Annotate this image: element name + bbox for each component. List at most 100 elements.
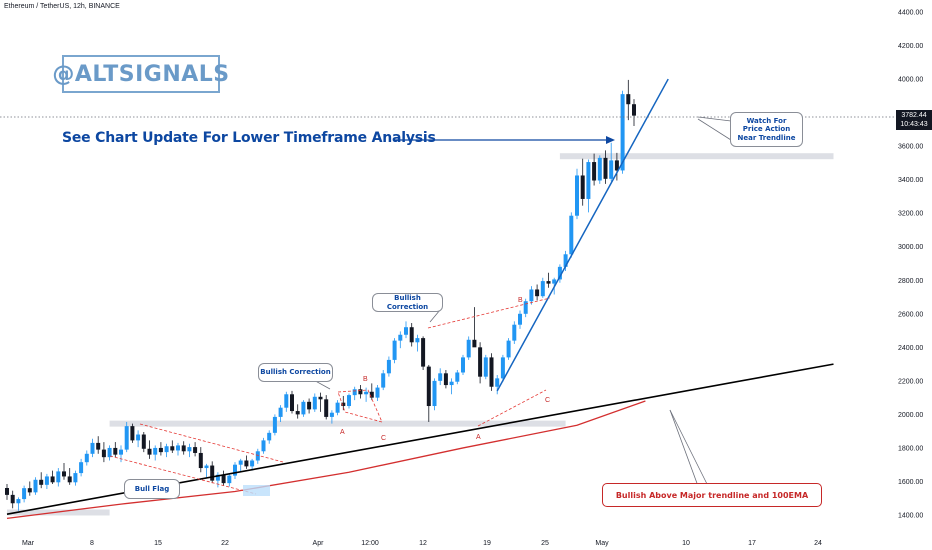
correction-1-point-b: B	[363, 376, 368, 383]
candle	[421, 336, 426, 370]
candle	[187, 443, 192, 458]
candle	[33, 477, 38, 495]
candle-body	[369, 391, 374, 398]
time-tick-label: 17	[748, 540, 756, 547]
candle	[221, 470, 226, 486]
headline-arrow	[395, 136, 615, 144]
candle	[580, 158, 585, 206]
candle-body	[250, 460, 255, 467]
candle-body	[421, 338, 426, 367]
candle-body	[500, 357, 505, 379]
bullish-above-callout: Bullish Above Major trendline and 100EMA	[602, 483, 822, 507]
time-tick-label: 22	[221, 540, 229, 547]
candle-body	[426, 366, 431, 407]
candle-body	[540, 281, 545, 297]
candle-body	[267, 432, 272, 441]
candle	[272, 414, 277, 436]
candle	[569, 212, 574, 258]
candle-body	[221, 474, 226, 484]
candle-body	[101, 449, 106, 458]
candle	[426, 364, 431, 422]
watermark-text: @ALTSIGNALS	[52, 61, 230, 87]
candle	[614, 152, 619, 181]
candle	[375, 385, 380, 401]
candle	[84, 450, 89, 466]
candle	[301, 400, 306, 417]
candle-body	[176, 445, 180, 451]
candle-body	[233, 464, 237, 476]
candle	[147, 440, 152, 459]
candle-body	[193, 447, 198, 453]
correction-2-point-b: B	[518, 297, 523, 304]
candle-body	[141, 434, 146, 449]
price-axis[interactable]: 1400.00 1600.00 1800.00 2000.00 2200.00 2400.…	[898, 10, 923, 520]
time-tick-label: 25	[541, 540, 549, 547]
time-tick-label: 10	[682, 540, 690, 547]
symbol-title: Ethereum / TetherUS, 12h, BINANCE	[4, 3, 120, 10]
candle	[250, 458, 255, 471]
candle-body	[153, 447, 158, 455]
candle	[603, 150, 608, 184]
candle	[455, 369, 460, 385]
price-tick-label: 3600.00	[898, 144, 923, 151]
candle	[472, 307, 477, 348]
candle	[198, 447, 203, 473]
candle-body	[529, 289, 534, 302]
candle	[210, 461, 215, 484]
candle	[244, 455, 249, 469]
candle-body	[381, 373, 386, 388]
time-axis[interactable]: Mar 8 15 22 Apr 12:00 12 19 25 May 10 17 24	[22, 540, 822, 547]
price-tick-label: 2600.00	[898, 311, 923, 318]
candle-body	[295, 411, 300, 415]
candle	[255, 448, 260, 464]
candle-body	[244, 460, 249, 467]
candle	[518, 310, 522, 329]
candle-body	[73, 473, 78, 483]
candle	[318, 392, 323, 412]
candle-body	[386, 359, 391, 374]
candle-body	[329, 412, 334, 417]
candle	[609, 142, 614, 182]
bull-flag-breakout-box	[243, 485, 270, 496]
price-tick-label: 1800.00	[898, 445, 923, 452]
candle-body	[27, 488, 32, 493]
candle-body	[10, 494, 15, 504]
candle	[449, 378, 454, 395]
candle	[278, 405, 283, 422]
candle	[592, 153, 597, 186]
candle	[466, 336, 471, 360]
candle-body	[364, 391, 369, 395]
candle	[386, 356, 391, 377]
candle	[193, 442, 198, 457]
candle	[164, 443, 169, 458]
candle	[307, 398, 312, 414]
candle-body	[523, 301, 528, 314]
candle	[27, 481, 32, 496]
last-price-tag: 3782.44 10:43:43	[896, 110, 932, 130]
time-tick-label: 8	[90, 540, 94, 547]
candle	[489, 353, 494, 391]
candle-body	[518, 313, 522, 325]
candle-body	[261, 440, 266, 452]
candle-body	[461, 357, 465, 373]
candle-body	[575, 175, 579, 216]
correction-2-pattern	[427, 297, 551, 427]
candle	[107, 445, 112, 461]
time-tick-label: 19	[483, 540, 491, 547]
candle-body	[164, 446, 169, 453]
candle-body	[398, 334, 403, 341]
candle	[290, 390, 294, 414]
candle	[495, 374, 500, 395]
candle-body	[352, 389, 357, 396]
correction-1-point-c: C	[381, 435, 386, 442]
candle	[529, 286, 534, 305]
candle-body	[113, 447, 118, 455]
candle-body	[56, 471, 61, 483]
candle-body	[16, 499, 21, 504]
candle-body	[136, 434, 141, 441]
candle-body	[580, 175, 585, 199]
candle-body	[404, 327, 408, 335]
candle	[461, 354, 465, 375]
candle-body	[472, 339, 477, 348]
